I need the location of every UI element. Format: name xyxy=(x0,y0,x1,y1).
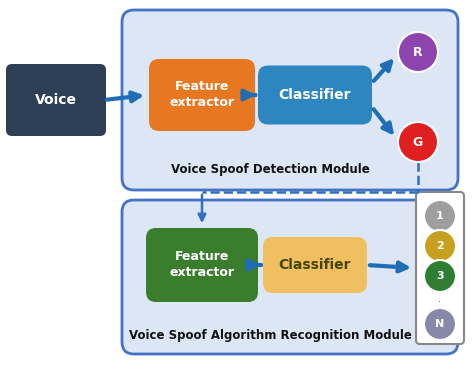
Circle shape xyxy=(424,200,456,232)
Text: Voice Spoof Algorithm Recognition Module: Voice Spoof Algorithm Recognition Module xyxy=(128,329,411,342)
Circle shape xyxy=(424,230,456,262)
Text: 3: 3 xyxy=(436,271,444,281)
Text: R: R xyxy=(413,46,423,59)
Text: G: G xyxy=(413,135,423,148)
Text: N: N xyxy=(436,319,445,329)
Circle shape xyxy=(398,122,438,162)
Text: Classifier: Classifier xyxy=(279,258,351,272)
Text: 1: 1 xyxy=(436,211,444,221)
Text: Feature
extractor: Feature extractor xyxy=(170,251,235,279)
Circle shape xyxy=(398,32,438,72)
FancyBboxPatch shape xyxy=(6,64,106,136)
FancyBboxPatch shape xyxy=(263,237,367,293)
Text: Voice: Voice xyxy=(35,93,77,107)
FancyBboxPatch shape xyxy=(258,66,372,125)
Text: Classifier: Classifier xyxy=(279,88,351,102)
Text: Voice Spoof Detection Module: Voice Spoof Detection Module xyxy=(171,163,369,176)
FancyBboxPatch shape xyxy=(146,228,258,302)
FancyBboxPatch shape xyxy=(122,200,458,354)
Circle shape xyxy=(424,308,456,340)
FancyBboxPatch shape xyxy=(122,10,458,190)
Text: 2: 2 xyxy=(436,241,444,251)
Circle shape xyxy=(424,260,456,292)
Text: Feature
extractor: Feature extractor xyxy=(170,81,235,110)
FancyBboxPatch shape xyxy=(149,59,255,131)
FancyBboxPatch shape xyxy=(416,192,464,344)
Text: ·
·
·: · · · xyxy=(438,287,441,317)
